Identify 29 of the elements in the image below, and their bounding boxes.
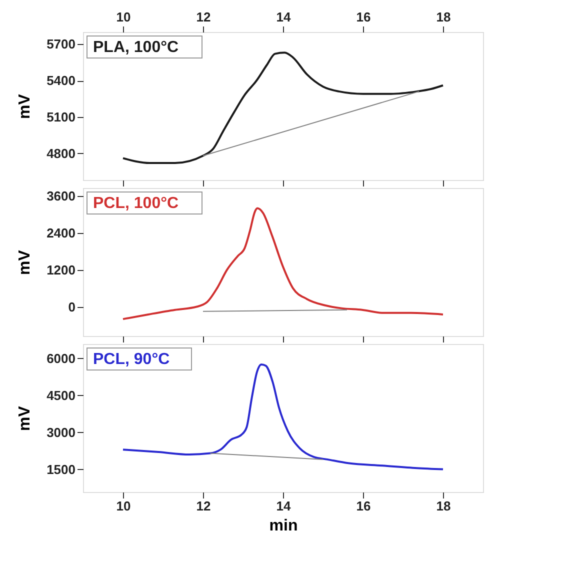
- y-tick-label: 1500: [46, 462, 76, 477]
- x2-tick-label: 14: [276, 10, 292, 24]
- x-tick-label: 12: [196, 498, 211, 514]
- y-tick-label: 5400: [46, 73, 76, 88]
- y-tick-label: 5100: [46, 109, 76, 124]
- x2-tick-label: 12: [196, 10, 211, 24]
- x-tick-label: 18: [436, 498, 451, 514]
- y-tick-label: 6000: [46, 350, 76, 366]
- x2-tick-label: 16: [356, 10, 371, 24]
- y-tick-label: 3000: [46, 424, 76, 440]
- y-tick-label: 5700: [46, 36, 76, 52]
- y-axis-title: mV: [16, 94, 34, 119]
- y-tick-label: 4800: [46, 146, 76, 161]
- y-axis-title: mV: [16, 406, 34, 431]
- y-tick-label: 4500: [46, 388, 76, 403]
- y-tick-label: 2400: [46, 225, 76, 240]
- y-tick-label: 3600: [46, 188, 76, 204]
- y-axis-title: mV: [16, 250, 34, 275]
- text: PLA, 100°C: [93, 39, 179, 56]
- x-tick-label: 14: [276, 498, 292, 514]
- text: PCL, 100°C: [93, 195, 179, 212]
- x2-tick-label: 10: [116, 10, 131, 24]
- x-axis-title: min: [269, 518, 298, 534]
- y-tick-label: 0: [68, 299, 76, 314]
- x-tick-label: 10: [116, 498, 131, 514]
- text: PCL, 90°C: [93, 351, 170, 368]
- y-tick-label: 1200: [46, 262, 76, 278]
- x-tick-label: 16: [356, 498, 371, 514]
- x2-tick-label: 18: [436, 10, 451, 24]
